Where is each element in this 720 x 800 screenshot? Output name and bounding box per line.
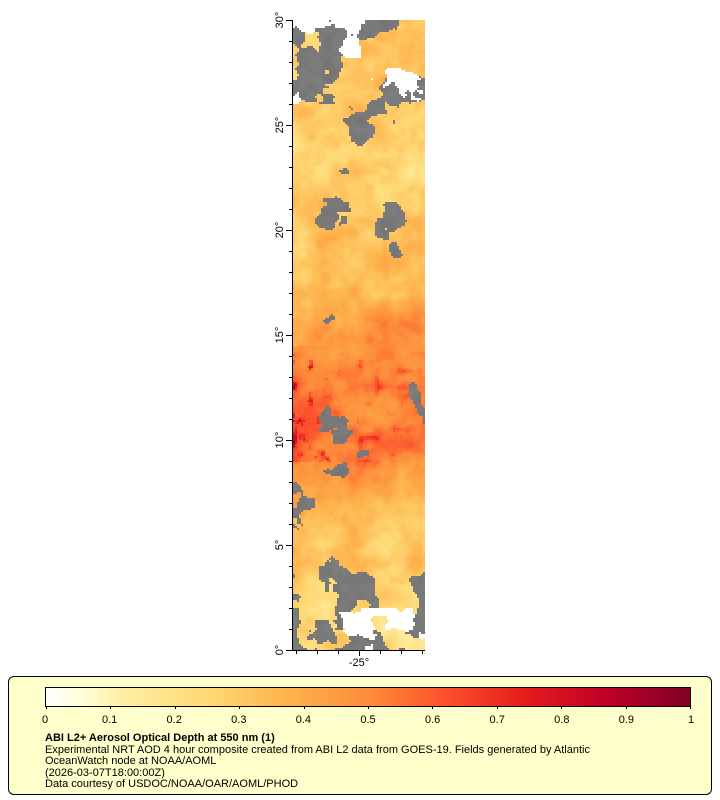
latitude-tick-mark [289,482,292,483]
colorbar-tick-label: 0.3 [231,714,247,726]
colorbar [45,687,691,709]
latitude-tick-mark [289,167,292,168]
colorbar-tick-label: 0.7 [489,714,505,726]
longitude-tick-mark [296,651,297,654]
lat-tick-label-30: 30° [274,11,286,29]
latitude-tick-mark [289,566,292,567]
legend-timestamp: (2026-03-07T18:00:00Z) [45,766,165,779]
latitude-tick-mark [286,20,292,21]
latitude-tick-mark [289,272,292,273]
colorbar-tick-mark [46,706,47,709]
colorbar-tick-label: 0.4 [295,714,312,726]
latitude-tick-mark [289,398,292,399]
colorbar-tick-mark [239,706,241,709]
latitude-tick-mark [289,83,292,84]
lat-tick-label-15: 15° [274,326,286,344]
longitude-tick-mark [317,651,318,654]
longitude-tick-mark [401,651,402,654]
legend-credit: Data courtesy of USDOC/NOAA/OAR/AOML/PHO… [45,778,299,791]
colorbar-tick-label: 0.6 [424,714,441,726]
latitude-tick-mark [289,209,292,210]
colorbar-tick-label: 0.5 [360,714,376,726]
latitude-tick-mark [286,125,292,126]
latitude-tick-mark [289,251,292,252]
legend-panel: 0 0.1 0.2 0.3 0.4 0.5 0.6 0.7 0.8 0.9 1 … [8,676,712,795]
colorbar-tick-mark [625,706,627,709]
lat-tick-label-10: 10° [274,431,286,449]
latitude-tick-mark [289,608,292,609]
latitude-tick-mark [289,419,292,420]
colorbar-tick-label: 0.1 [101,714,118,726]
colorbar-tick-mark [174,706,176,709]
legend-text-block: ABI L2+ Aerosol Optical Depth at 550 nm … [45,732,590,791]
latitude-tick-mark [289,41,292,42]
lat-tick-label-5: 5° [274,539,286,551]
colorbar-tick-label: 0.8 [554,714,570,726]
colorbar-tick-mark [432,706,434,709]
longitude-tick-mark [422,651,423,654]
lon-tick-label: -25° [348,657,370,669]
colorbar-tick-label: 0.9 [618,714,635,726]
lat-tick-label-25: 25° [274,116,286,134]
colorbar-tick-mark [303,706,305,709]
map-plot-frame: 30° 25° 20° 15° 10° 5° 0° -25° [274,12,425,669]
longitude-tick-mark [359,651,360,656]
latitude-tick-mark [289,104,292,105]
latitude-tick-mark [289,461,292,462]
latitude-tick-mark [289,629,292,630]
latitude-tick-mark [286,545,292,546]
latitude-tick-mark [289,503,292,504]
longitude-tick-mark [338,651,339,654]
colorbar-tick-label: 0 [41,714,49,726]
latitude-tick-mark [289,188,292,189]
colorbar-tick-mark [561,706,563,709]
latitude-tick-mark [289,587,292,588]
colorbar-tick-mark [368,706,369,709]
latitude-tick-mark [286,650,292,651]
longitude-tick-mark [380,651,381,654]
latitude-tick-mark [289,62,292,63]
latitude-tick-mark [289,524,292,525]
legend-description-line-2: OceanWatch node at NOAA/AOML [45,755,217,768]
legend-description-line-1: Experimental NRT AOD 4 hour composite cr… [45,743,590,756]
colorbar-tick-mark [496,706,498,709]
lat-tick-label-0: 0° [274,644,286,656]
latitude-tick-mark [286,440,292,441]
colorbar-labels: 0 0.1 0.2 0.3 0.4 0.5 0.6 0.7 0.8 0.9 1 [41,714,695,726]
latitude-tick-mark [289,146,292,147]
latitude-tick-mark [289,314,292,315]
latitude-tick-mark [286,230,292,231]
latitude-tick-mark [289,356,292,357]
latitude-tick-mark [289,377,292,378]
colorbar-tick-mark [690,706,691,709]
latitude-tick-mark [286,335,292,336]
colorbar-tick-label: 0.2 [166,714,182,726]
colorbar-tick-label: 1 [687,714,695,726]
lat-tick-label-20: 20° [274,221,286,239]
legend-title: ABI L2+ Aerosol Optical Depth at 550 nm … [45,732,275,744]
colorbar-tick-mark [110,706,112,709]
latitude-tick-mark [289,293,292,294]
aod-raster-map [293,20,425,650]
